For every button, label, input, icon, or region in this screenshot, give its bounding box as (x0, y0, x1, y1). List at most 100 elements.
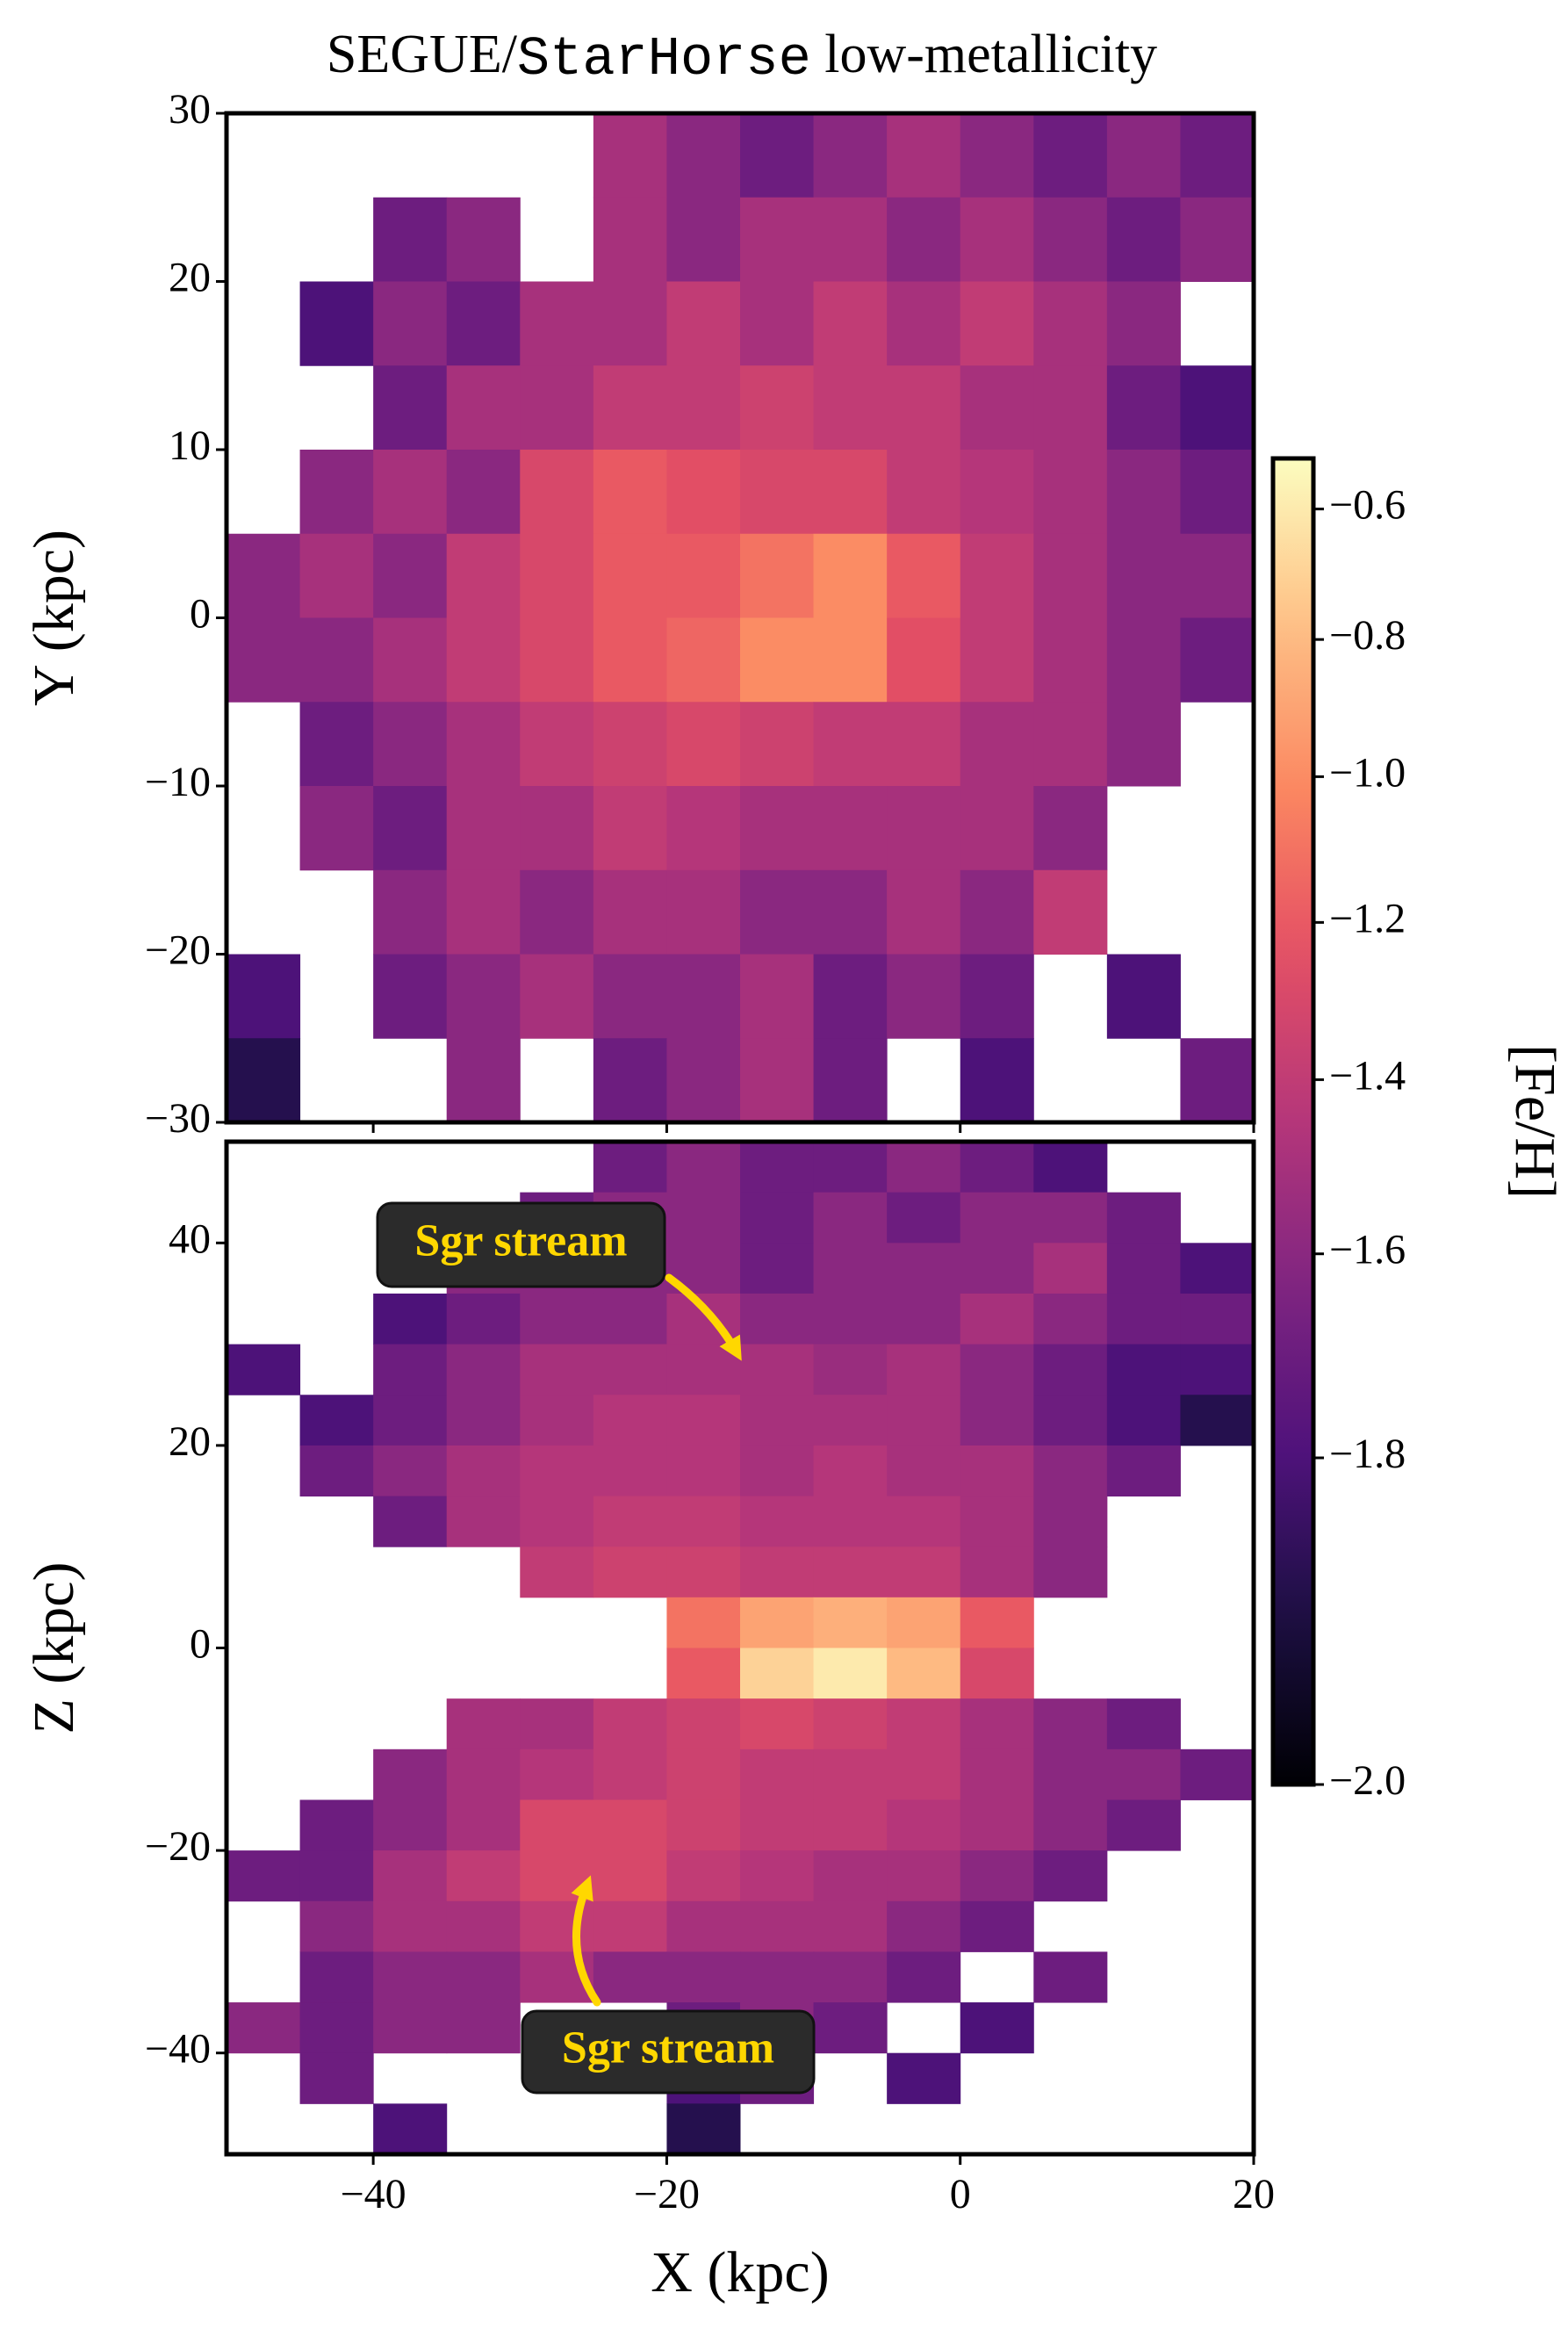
heat-cell (227, 617, 301, 703)
plot-frame (224, 1139, 1256, 2157)
y-axis-label: Z (kpc) (22, 1561, 86, 1734)
heat-cell (299, 1951, 374, 2003)
heat-cell (813, 869, 888, 955)
heat-cell (1033, 1142, 1108, 1193)
heat-cell (960, 1192, 1034, 1244)
heat-cell (666, 1597, 741, 1648)
heat-cell (520, 954, 594, 1039)
heat-cell (1033, 450, 1108, 535)
heat-cell (813, 1496, 888, 1547)
heat-cell (1033, 1496, 1108, 1547)
heat-cell (373, 702, 448, 787)
heat-cell (740, 1900, 815, 1952)
heat-cell (299, 450, 374, 535)
heat-cell (666, 954, 741, 1039)
heat-cell (666, 1547, 741, 1598)
heat-cell (666, 113, 741, 198)
heat-cell (960, 617, 1034, 703)
heat-cell (960, 702, 1034, 787)
heat-cell (520, 1395, 594, 1446)
heat-cell (446, 450, 521, 535)
heat-cell (446, 869, 521, 955)
heat-cell (373, 197, 448, 282)
heat-cell (960, 2002, 1034, 2054)
heat-cell (593, 450, 667, 535)
heat-cell (813, 1799, 888, 1851)
colorbar-tick-label: −1.0 (1329, 749, 1406, 796)
heat-cell (740, 1547, 815, 1598)
heat-cell (960, 1900, 1034, 1952)
y-axis-label: Y (kpc) (22, 530, 86, 706)
heat-cell (960, 786, 1034, 871)
heat-cell (813, 1192, 888, 1244)
heat-cell (740, 1142, 815, 1193)
heat-cell (960, 1142, 1034, 1193)
heat-cell (740, 1951, 815, 2003)
heat-cell (1106, 450, 1181, 535)
heat-cell (666, 1344, 741, 1395)
heat-cell (740, 1850, 815, 1902)
x-tick-label: 0 (950, 2171, 971, 2217)
heat-cell (520, 869, 594, 955)
heat-cell (887, 1293, 961, 1345)
heat-cell (740, 1698, 815, 1750)
heat-cell (960, 1749, 1034, 1800)
heat-cell (1033, 1698, 1108, 1750)
heat-cell (299, 786, 374, 871)
heat-cell (813, 1749, 888, 1800)
heat-cell (960, 1648, 1034, 1699)
annotation-box (521, 2009, 816, 2095)
heat-cell (887, 2052, 961, 2104)
heat-cell (1106, 197, 1181, 282)
heat-cell (887, 869, 961, 955)
heat-cell (740, 1799, 815, 1851)
heat-cell (1106, 617, 1181, 703)
heat-cell (960, 1698, 1034, 1750)
heat-cell (227, 533, 301, 618)
heat-cell (1180, 450, 1255, 535)
heat-cell (813, 1698, 888, 1750)
y-tick-label: −40 (145, 2026, 211, 2073)
heat-cell (227, 2002, 301, 2054)
heat-cell (1033, 365, 1108, 451)
heat-cell (1033, 1395, 1108, 1446)
heat-cell (1033, 197, 1108, 282)
heat-cell (1033, 1547, 1108, 1598)
heat-cell (666, 702, 741, 787)
heat-cell (299, 702, 374, 787)
y-tick-label: −10 (145, 759, 211, 805)
heat-cell (593, 869, 667, 955)
y-tick-label: 40 (169, 1215, 211, 1262)
heat-cell (813, 113, 888, 198)
heat-cell (520, 365, 594, 451)
heat-cell (373, 1749, 448, 1800)
heat-cell (1106, 1192, 1181, 1244)
heat-cell (740, 1648, 815, 1699)
annotation-arrow (571, 1875, 601, 2007)
colorbar-tick-label: −2.0 (1329, 1757, 1406, 1804)
heat-cell (1106, 1749, 1181, 1800)
heat-cell (1180, 197, 1255, 282)
heat-cell (593, 1799, 667, 1851)
heat-cell (666, 1192, 741, 1244)
colorbar-tick-label: −1.4 (1329, 1052, 1406, 1099)
heat-cell (593, 1900, 667, 1952)
heat-cell (1180, 533, 1255, 618)
heat-cell (666, 365, 741, 451)
y-tick-label: 30 (169, 86, 211, 133)
heat-cell (593, 1344, 667, 1395)
heat-cell (1033, 1243, 1108, 1294)
annotation-text: Sgr stream (562, 2023, 774, 2073)
heat-cell (740, 533, 815, 618)
heat-cell (960, 1850, 1034, 1902)
heat-cell (227, 1344, 301, 1395)
heat-cell (813, 281, 888, 366)
heat-cell (813, 1344, 888, 1395)
heat-cell (299, 617, 374, 703)
heat-cell (1033, 1850, 1108, 1902)
heat-cell (887, 1749, 961, 1800)
chart-title: SEGUE/StarHorse low-metallicity (327, 25, 1157, 90)
heat-cell (666, 786, 741, 871)
y-tick-label: 20 (169, 255, 211, 301)
